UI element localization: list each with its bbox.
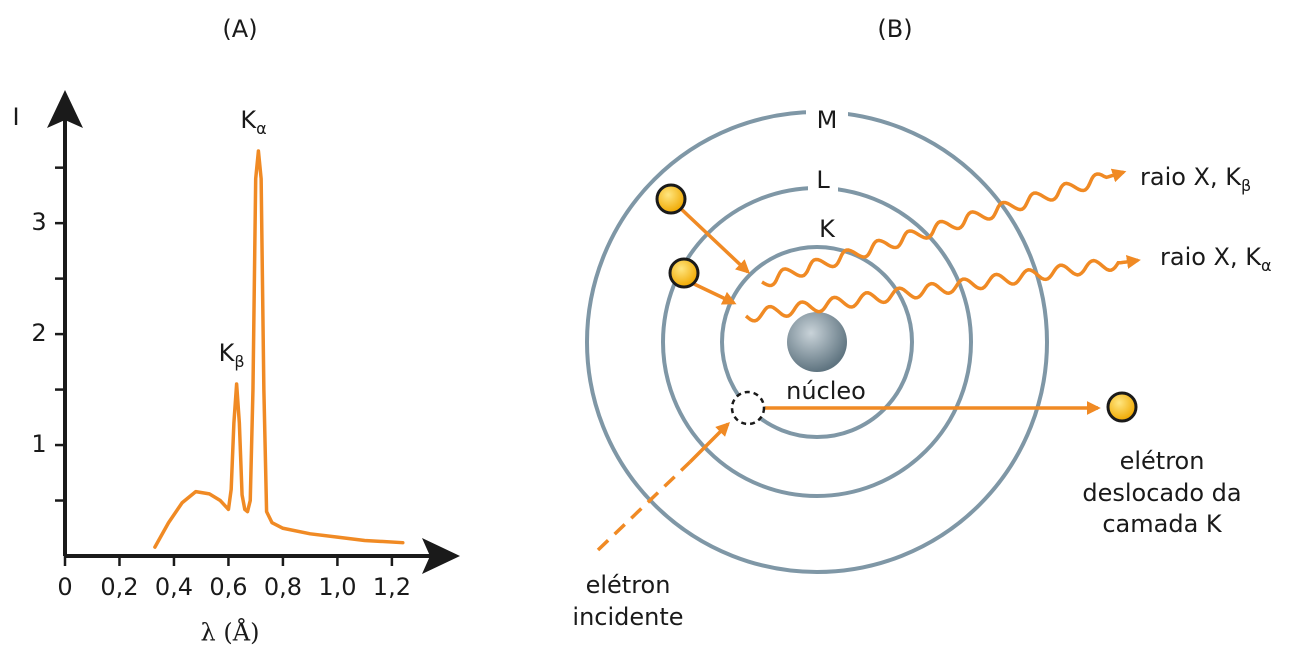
displaced-label: deslocado da (1082, 479, 1241, 507)
y-tick-label: 2 (31, 319, 46, 347)
displaced-label: elétron (1120, 447, 1205, 475)
nucleus-label: núcleo (786, 377, 866, 405)
shell-label: L (816, 166, 830, 194)
incident-label: elétron (586, 571, 671, 599)
x-tick-label: 0 (57, 573, 72, 601)
x-tick-label: 0,6 (209, 573, 247, 601)
y-axis-label: I (12, 103, 19, 131)
xray-alpha (746, 260, 1138, 321)
peak-label-sub: α (256, 119, 267, 138)
peak-label: Kα (240, 106, 266, 137)
xray-label-sub: β (1241, 176, 1251, 195)
incident-arrow (690, 424, 728, 462)
panel-title: (A) (222, 15, 257, 43)
transition-arrow (692, 283, 734, 303)
electron (1108, 393, 1136, 421)
xray-label-text: raio X, K (1160, 243, 1262, 271)
peak-label: Kβ (219, 339, 245, 371)
spectrum-line (155, 151, 403, 547)
x-tick-label: 1,0 (318, 573, 356, 601)
incident-label: incidente (572, 603, 683, 631)
figure: (A) I λ (Å) 00,20,40,60,81,01,2123KβKα (… (0, 0, 1316, 652)
vacancy (732, 392, 764, 424)
shell-label: K (819, 215, 836, 243)
electron (670, 259, 698, 287)
incident-path (598, 462, 690, 550)
x-tick-label: 1,2 (373, 573, 411, 601)
peak-label-sub: β (234, 352, 244, 371)
xray-label: raio X, Kβ (1140, 163, 1251, 195)
x-tick-label: 0,4 (155, 573, 193, 601)
peak-label-text: K (240, 106, 257, 134)
x-tick-label: 0,2 (100, 573, 138, 601)
y-tick-label: 1 (31, 430, 46, 458)
nucleus (787, 312, 847, 372)
x-axis-label: λ (Å) (201, 618, 260, 647)
x-tick-label: 0,8 (264, 573, 302, 601)
shell-label: M (817, 106, 838, 134)
xray-label-text: raio X, K (1140, 163, 1242, 191)
panel-title: (B) (877, 15, 912, 43)
panel-b: (B) K L M núcleo raio X, Kβ raio X, Kα e… (572, 15, 1271, 631)
y-tick-label: 3 (31, 208, 46, 236)
xray-label-sub: α (1261, 256, 1272, 275)
electron (657, 185, 685, 213)
xray-label: raio X, Kα (1160, 243, 1272, 275)
peak-label-text: K (219, 339, 236, 367)
displaced-label: camada K (1102, 510, 1223, 538)
